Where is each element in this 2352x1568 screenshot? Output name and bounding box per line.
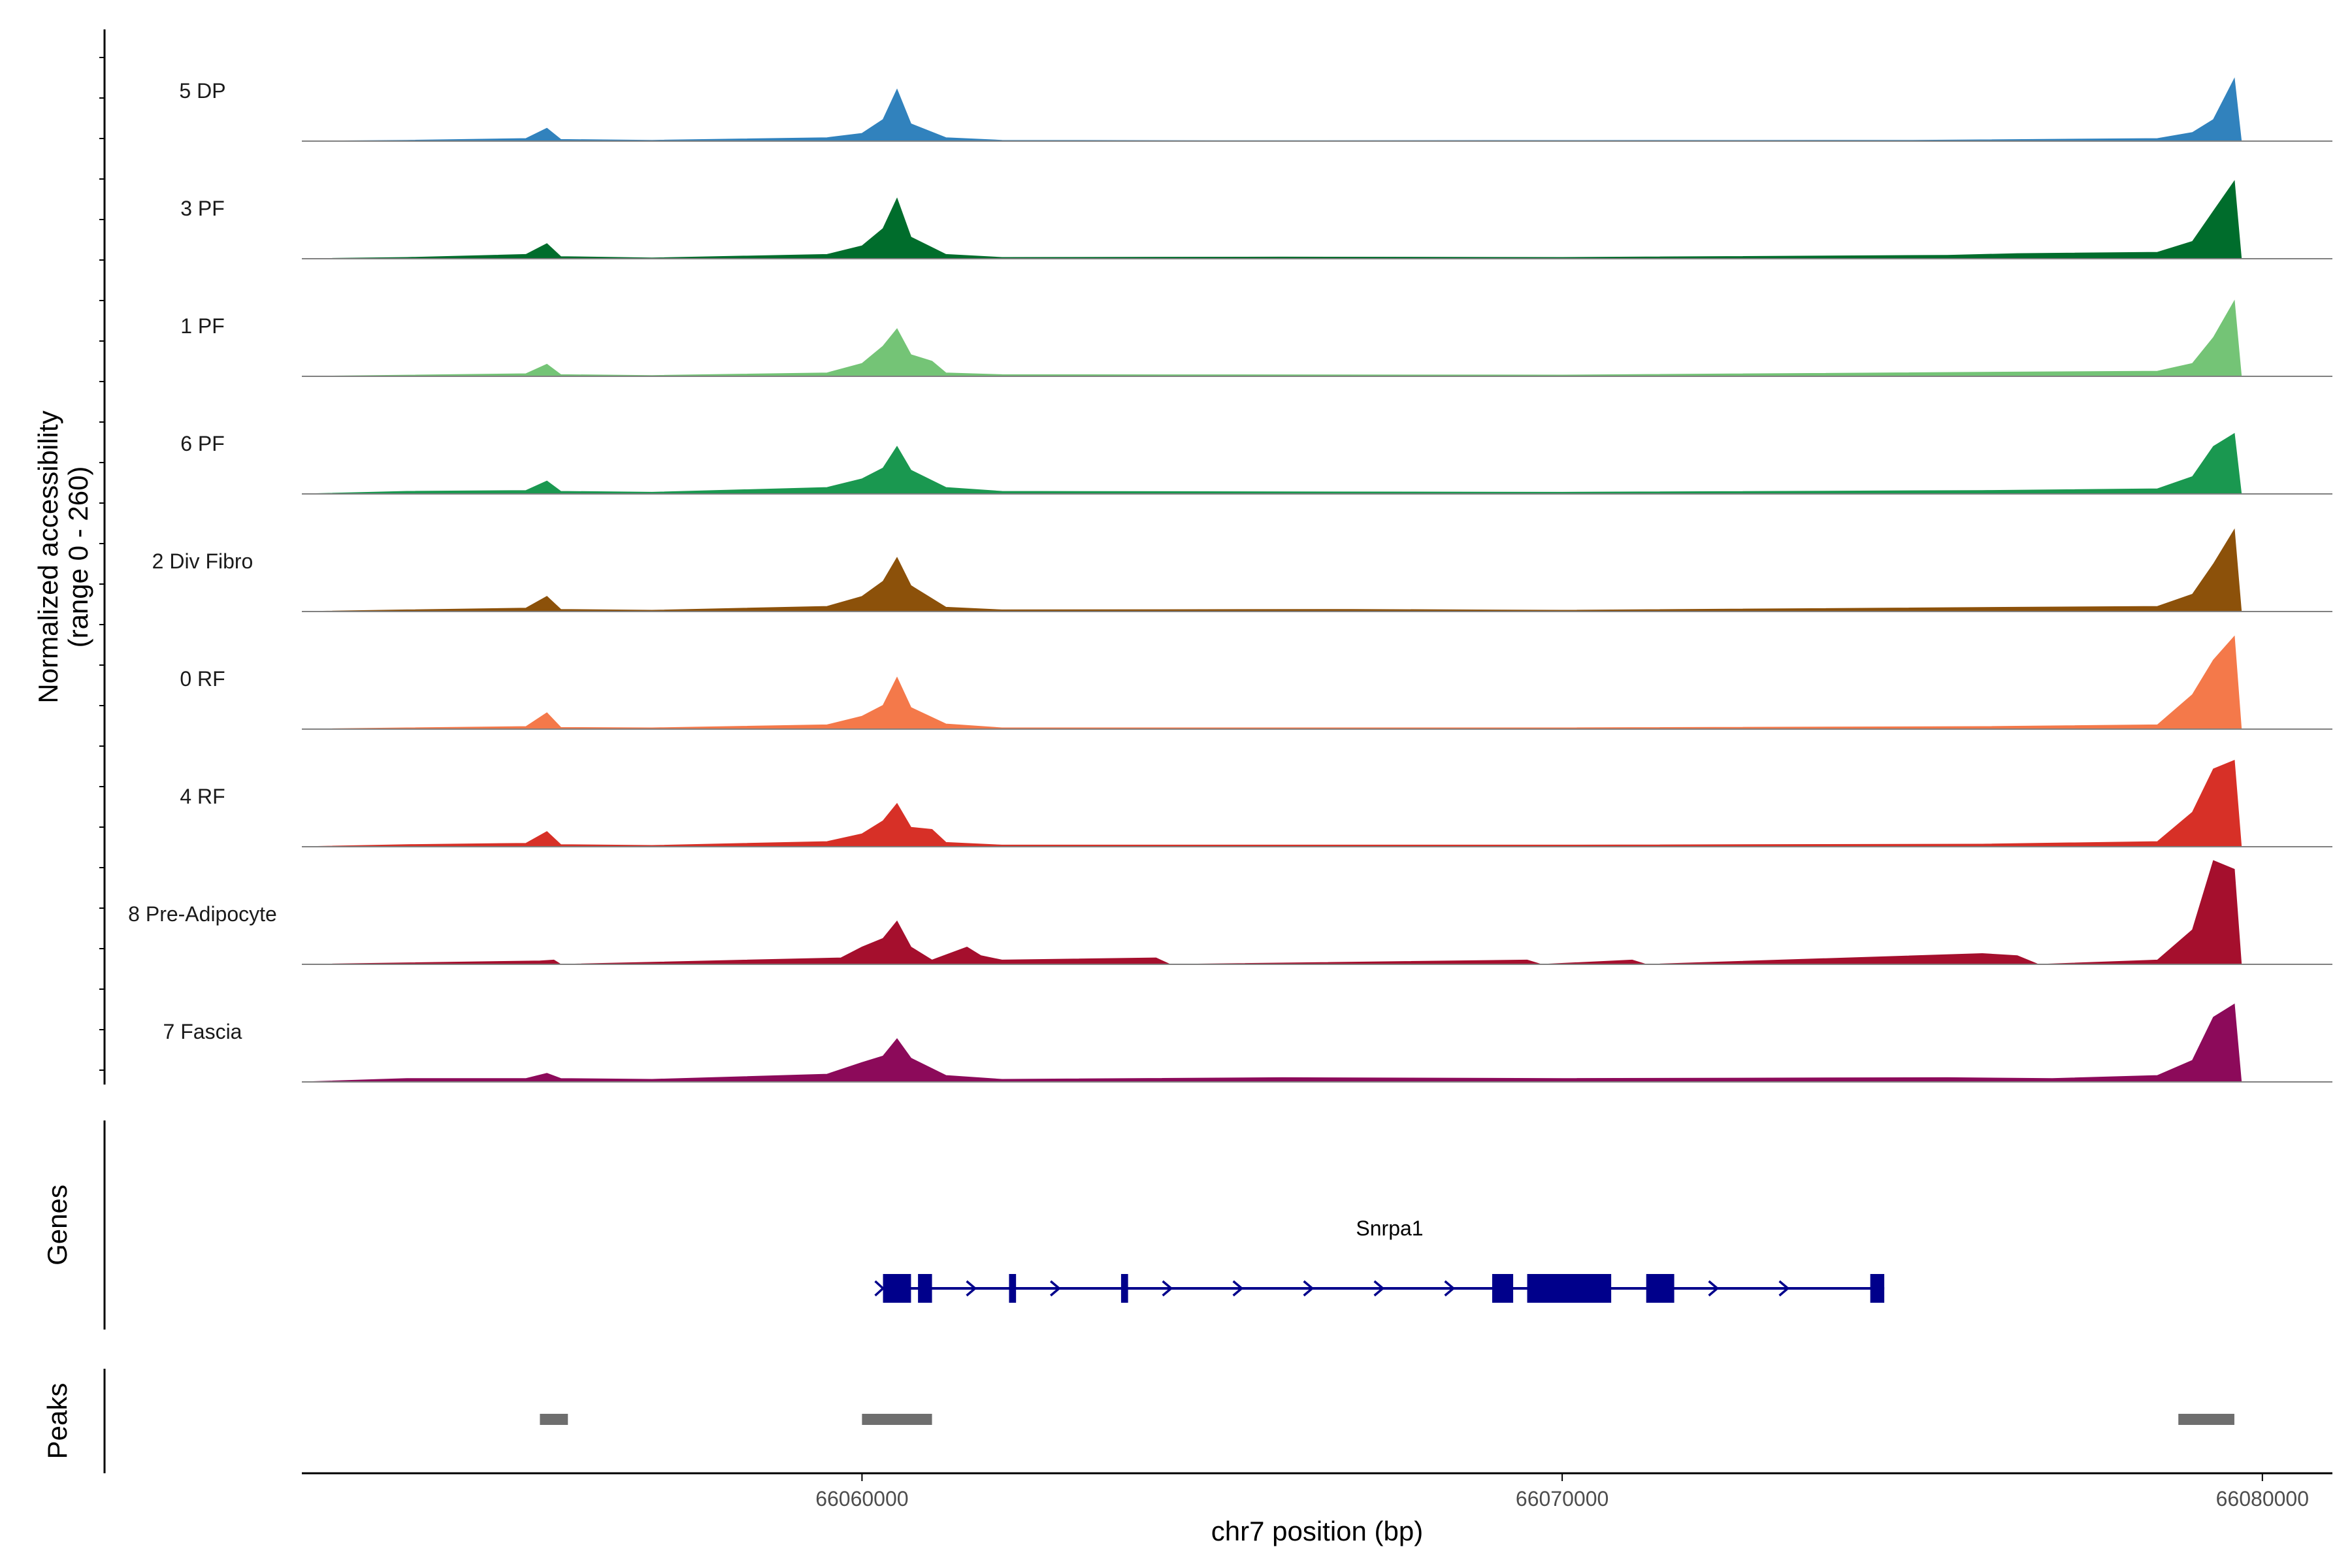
peaks-panel: Peaks bbox=[42, 1369, 2234, 1473]
track-label-2-div-fibro: 2 Div Fibro bbox=[152, 549, 253, 573]
coverage-area-2-div-fibro bbox=[301, 528, 2242, 612]
strand-arrow-icon bbox=[1162, 1280, 1173, 1297]
gene-exon bbox=[918, 1274, 932, 1303]
strand-arrow-icon bbox=[1232, 1280, 1244, 1297]
x-axis-title: chr7 position (bp) bbox=[1211, 1516, 1424, 1546]
x-tick-label: 66080000 bbox=[2216, 1487, 2309, 1511]
track-3-pf: 3 PF bbox=[180, 180, 2332, 259]
y-axis-title: Normalized accessibility(range 0 - 260) bbox=[33, 410, 93, 703]
track-label-8-pre-adipocyte: 8 Pre-Adipocyte bbox=[128, 902, 277, 926]
x-tick-label: 66070000 bbox=[1516, 1487, 1609, 1511]
gene-snrpa1: Snrpa1 bbox=[874, 1217, 1885, 1303]
gene-exon bbox=[1870, 1274, 1885, 1303]
strand-arrow-icon bbox=[1444, 1280, 1456, 1297]
track-4-rf: 4 RF bbox=[180, 759, 2332, 847]
gene-name-label: Snrpa1 bbox=[1356, 1217, 1423, 1240]
gene-exon bbox=[883, 1274, 911, 1303]
strand-arrow-icon bbox=[966, 1280, 977, 1297]
coverage-area-8-pre-adipocyte bbox=[301, 860, 2242, 965]
coverage-tracks: 5 DP 3 PF 1 PF 6 PF 2 Div Fibro 0 RF 4 RF 8 Pre… bbox=[128, 77, 2332, 1083]
track-label-6-pf: 6 PF bbox=[180, 432, 225, 455]
track-label-3-pf: 3 PF bbox=[180, 197, 225, 220]
gene-exon bbox=[1527, 1274, 1612, 1303]
strand-arrow-icon bbox=[1708, 1280, 1720, 1297]
coverage-area-5-dp bbox=[301, 77, 2242, 142]
track-2-div-fibro: 2 Div Fibro bbox=[152, 528, 2332, 612]
track-0-rf: 0 RF bbox=[180, 635, 2332, 730]
x-axis: 66060000 66070000 66080000 bbox=[302, 1472, 2332, 1511]
y-axis-title-line: (range 0 - 260) bbox=[63, 466, 93, 648]
track-label-4-rf: 4 RF bbox=[180, 785, 225, 808]
track-label-5-dp: 5 DP bbox=[179, 79, 225, 103]
coverage-area-1-pf bbox=[301, 299, 2242, 377]
track-6-pf: 6 PF bbox=[180, 432, 2332, 495]
x-tick-label: 66060000 bbox=[815, 1487, 908, 1511]
coverage-area-4-rf bbox=[301, 759, 2242, 847]
genes-panel-title: Genes bbox=[42, 1184, 73, 1266]
peak-bar bbox=[862, 1414, 932, 1425]
gene-exon bbox=[1492, 1274, 1514, 1303]
peak-bar bbox=[2178, 1414, 2234, 1425]
coverage-area-7-fascia bbox=[301, 1004, 2242, 1083]
track-8-pre-adipocyte: 8 Pre-Adipocyte bbox=[128, 860, 2332, 965]
strand-arrow-icon bbox=[874, 1280, 885, 1297]
strand-arrow-icon bbox=[1303, 1280, 1315, 1297]
track-label-7-fascia: 7 Fascia bbox=[163, 1020, 242, 1043]
strand-arrow-icon bbox=[1373, 1280, 1385, 1297]
track-7-fascia: 7 Fascia bbox=[163, 1004, 2332, 1083]
gene-exon bbox=[1009, 1274, 1017, 1303]
gene-exon bbox=[1646, 1274, 1674, 1303]
y-axis-title-line: Normalized accessibility bbox=[33, 410, 63, 703]
gene-exon bbox=[1120, 1274, 1128, 1303]
track-label-1-pf: 1 PF bbox=[180, 314, 225, 338]
coverage-area-0-rf bbox=[301, 635, 2242, 730]
strand-arrow-icon bbox=[1050, 1280, 1061, 1297]
peaks-panel-title: Peaks bbox=[42, 1383, 73, 1460]
coverage-area-3-pf bbox=[301, 180, 2242, 259]
track-5-dp: 5 DP bbox=[179, 77, 2332, 142]
track-1-pf: 1 PF bbox=[180, 299, 2332, 377]
peak-bar bbox=[540, 1414, 568, 1425]
track-label-0-rf: 0 RF bbox=[180, 667, 225, 691]
y-axis bbox=[99, 29, 106, 1085]
coverage-area-6-pf bbox=[301, 433, 2242, 495]
strand-arrow-icon bbox=[1778, 1280, 1790, 1297]
genes-panel: Genes Snrpa1 bbox=[42, 1120, 1885, 1330]
